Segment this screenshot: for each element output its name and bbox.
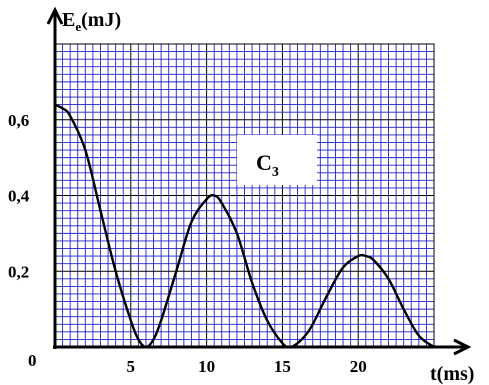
chart-grid xyxy=(54,43,435,348)
y-tick-label: 0,4 xyxy=(8,187,30,206)
y-tick-label: 0,6 xyxy=(8,111,29,130)
curve-annotation: C3 xyxy=(256,150,279,180)
x-tick-label: 10 xyxy=(198,357,215,376)
x-tick-label: 20 xyxy=(350,357,367,376)
y-axis-label: Ee(mJ) xyxy=(62,9,121,34)
x-axis-arrow xyxy=(453,338,472,356)
x-tick-label: 5 xyxy=(127,357,136,376)
x-tick-label: 15 xyxy=(274,357,291,376)
origin-label: 0 xyxy=(28,351,37,370)
y-axis-arrow xyxy=(46,6,64,25)
chart-labels: Ee(mJ) t(ms) 0 C3 5 10 15 20 0,2 0,4 0,6 xyxy=(8,9,474,385)
chart-axes xyxy=(46,6,472,356)
annotation-box xyxy=(237,135,317,185)
chart-curve-group xyxy=(54,103,435,349)
series-line xyxy=(54,103,435,349)
y-tick-label: 0,2 xyxy=(8,262,29,281)
x-axis-label: t(ms) xyxy=(430,363,474,385)
